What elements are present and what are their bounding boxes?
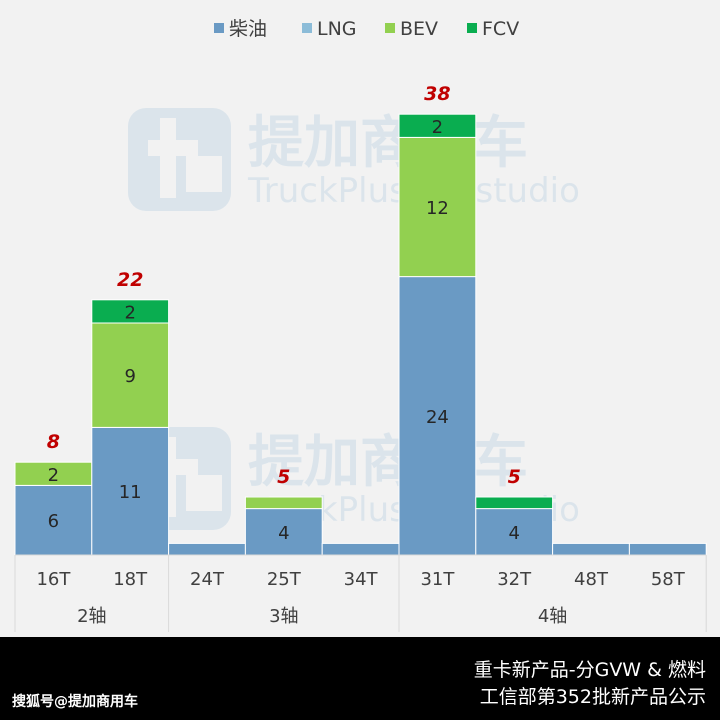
source-credit: 搜狐号@提加商用车 bbox=[12, 694, 138, 710]
total-label: 5 bbox=[277, 466, 290, 488]
bar-segment bbox=[91, 299, 170, 324]
chart-area: 提加商用车 TruckPlus CV studio 提加商用车 TruckPlu… bbox=[14, 18, 707, 632]
x-tick-label: 24T bbox=[190, 569, 225, 590]
x-group-label: 4轴 bbox=[538, 606, 567, 627]
bar-segment bbox=[244, 508, 323, 556]
x-tick-label: 32T bbox=[497, 569, 532, 590]
data-label: 2 bbox=[432, 117, 443, 138]
total-label: 38 bbox=[424, 83, 450, 105]
footer-bar: 重卡新产品-分GVW & 燃料 工信部第352批新产品公示 搜狐号@提加商用车 bbox=[0, 637, 720, 720]
legend-swatch bbox=[385, 23, 395, 33]
watermark-logo-icon bbox=[128, 108, 231, 211]
total-label: 22 bbox=[117, 269, 143, 291]
x-tick-label: 34T bbox=[344, 569, 379, 590]
legend-swatch bbox=[302, 23, 312, 33]
x-tick-label: 48T bbox=[574, 569, 609, 590]
total-label: 5 bbox=[508, 466, 521, 488]
bar-segment bbox=[91, 322, 170, 428]
data-label: 6 bbox=[48, 511, 59, 532]
bar-segment bbox=[475, 496, 554, 510]
footer-title-line-1: 重卡新产品-分GVW & 燃料 bbox=[473, 659, 706, 681]
bar-segment bbox=[398, 113, 477, 138]
bar-segment bbox=[168, 542, 246, 556]
data-label: 9 bbox=[124, 366, 135, 387]
x-tick-label: 31T bbox=[420, 569, 455, 590]
bar-segment bbox=[14, 484, 93, 556]
total-label: 8 bbox=[47, 431, 60, 453]
legend-label: BEV bbox=[400, 18, 438, 40]
x-group-label: 3轴 bbox=[269, 606, 298, 627]
bar-segment bbox=[552, 542, 630, 556]
data-label: 12 bbox=[426, 198, 449, 219]
x-group-label: 2轴 bbox=[77, 606, 106, 627]
data-label: 4 bbox=[508, 523, 519, 544]
data-label: 4 bbox=[278, 523, 289, 544]
bar-segment bbox=[244, 496, 323, 510]
legend-swatch bbox=[467, 23, 477, 33]
x-tick-label: 25T bbox=[267, 569, 302, 590]
legend-swatch bbox=[214, 23, 224, 33]
x-tick-label: 16T bbox=[36, 569, 71, 590]
bar-segment bbox=[398, 276, 477, 556]
legend: 柴油 LNG BEV FCV bbox=[214, 18, 519, 40]
x-tick-label: 18T bbox=[113, 569, 148, 590]
watermark-brand: 提加商用车 bbox=[248, 430, 528, 495]
bar-segment bbox=[91, 426, 170, 556]
footer-title-line-2: 工信部第352批新产品公示 bbox=[479, 686, 706, 708]
data-label: 11 bbox=[119, 482, 142, 503]
bar-segment bbox=[475, 508, 554, 556]
stacked-bar-chart: 提加商用车 TruckPlus CV studio 提加商用车 TruckPlu… bbox=[14, 18, 707, 632]
legend-label: LNG bbox=[317, 18, 357, 40]
legend-label: 柴油 bbox=[229, 18, 267, 40]
data-label: 24 bbox=[426, 407, 449, 428]
x-axis: 16T 18T 24T 25T 34T 31T 32T 48T 58T 2轴 3轴 4轴 bbox=[14, 554, 707, 632]
watermark-top: 提加商用车 TruckPlus CV studio bbox=[128, 108, 580, 211]
legend-label: FCV bbox=[482, 18, 519, 40]
data-label: 2 bbox=[48, 465, 59, 486]
watermark-brand: 提加商用车 bbox=[248, 111, 528, 176]
bar-segment bbox=[628, 542, 707, 556]
x-tick-label: 58T bbox=[651, 569, 686, 590]
data-label: 2 bbox=[124, 302, 135, 323]
bar-segment bbox=[321, 542, 400, 556]
